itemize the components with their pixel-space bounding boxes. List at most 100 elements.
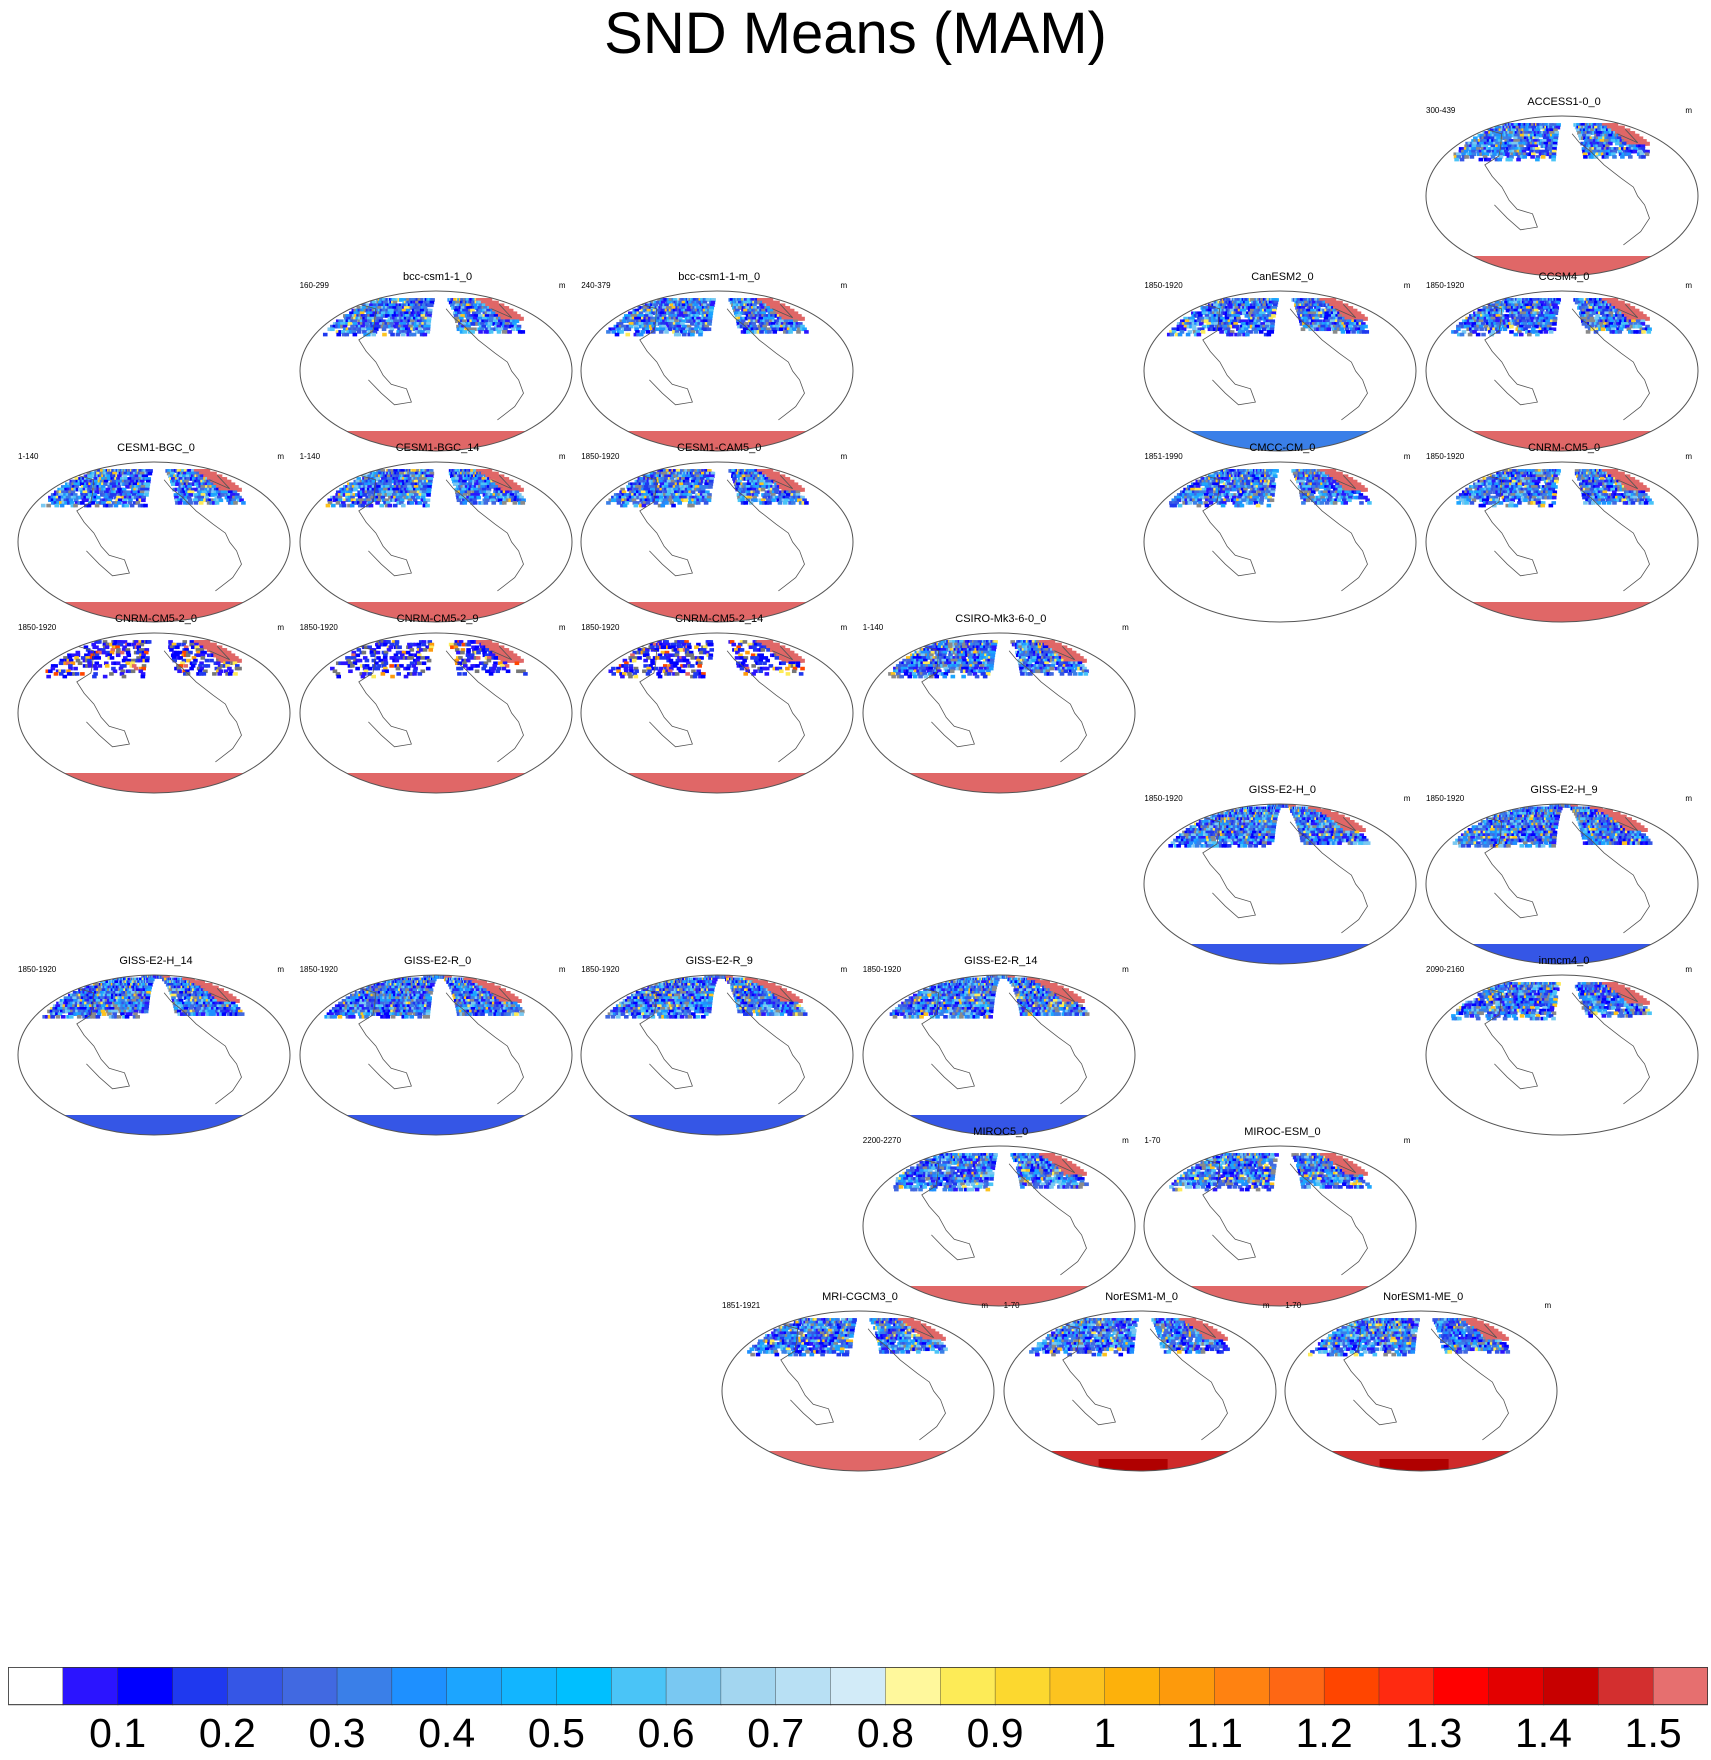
snow-cell (426, 493, 431, 497)
snow-cell (330, 327, 335, 331)
world-map (298, 289, 574, 453)
snow-cell (401, 504, 406, 508)
snow-cell (1645, 142, 1650, 146)
snow-cell (773, 330, 778, 334)
snow-cell (356, 330, 361, 334)
snow-cell (1633, 150, 1638, 154)
snow-cell (1604, 155, 1609, 159)
snow-cell (1641, 155, 1646, 159)
snow-cell (382, 333, 387, 337)
snow-cell (627, 327, 632, 331)
snow-cell (677, 333, 682, 337)
snow-cell (124, 504, 129, 508)
snow-cell (496, 330, 501, 334)
snow-cell (1460, 333, 1465, 337)
snow-cell (767, 330, 772, 334)
snow-cell (800, 317, 805, 321)
snow-cell (387, 504, 392, 508)
snow-cell (1646, 330, 1651, 334)
snow-cell (707, 327, 712, 331)
snow-cell (520, 330, 525, 334)
snow-cell (1628, 155, 1633, 159)
world-map (1142, 289, 1418, 453)
snow-cell (502, 501, 507, 505)
snow-cell (375, 501, 380, 505)
snow-cell (1178, 333, 1183, 337)
snow-cell (1496, 330, 1501, 334)
map-field (298, 469, 574, 624)
snow-cell (1615, 142, 1620, 146)
snow-cell (1549, 330, 1554, 334)
snow-cell (759, 330, 764, 334)
snow-cell (349, 504, 354, 508)
snow-cell (353, 488, 358, 492)
map-border (18, 462, 290, 622)
map-border (300, 462, 572, 622)
world-map (579, 289, 855, 453)
snow-cell (1454, 158, 1459, 162)
map-border (1144, 291, 1416, 451)
snow-cell (491, 501, 496, 505)
snow-cell (1516, 158, 1521, 162)
snow-cell (325, 504, 330, 508)
snow-cell (1617, 330, 1622, 334)
snow-cell (1544, 330, 1549, 334)
snow-cell (143, 504, 148, 508)
snow-cell (352, 333, 357, 337)
map-border (1426, 291, 1698, 451)
snow-cell (788, 330, 793, 334)
snow-cell (336, 333, 341, 337)
snow-cell (1509, 325, 1514, 329)
map-border (1426, 116, 1698, 276)
snow-cell (512, 501, 517, 505)
snow-cell (1245, 333, 1250, 337)
panel-title: CESM1-CAM5_0 (579, 442, 859, 454)
snow-cell (401, 333, 406, 337)
snow-cell (507, 330, 512, 334)
snow-cell (425, 504, 430, 508)
snow-cell (141, 498, 146, 502)
snow-cell (1509, 330, 1514, 334)
snow-cell (615, 333, 620, 337)
snow-cell (1352, 330, 1357, 334)
snow-cell (1519, 333, 1524, 337)
snow-cell (1508, 158, 1513, 162)
snow-cell (606, 330, 611, 334)
snow-cell (237, 488, 242, 492)
snow-cell (1527, 333, 1532, 337)
map-field (298, 298, 574, 453)
snow-cell (331, 504, 336, 508)
snow-cell (483, 501, 488, 505)
snow-cell (1220, 330, 1225, 334)
snow-cell (422, 333, 427, 337)
snow-cell (46, 504, 51, 508)
snow-cell (1497, 158, 1502, 162)
snow-cell (1365, 330, 1370, 334)
panel-title: ACCESS1-0_0 (1424, 96, 1704, 108)
snow-cell (518, 317, 523, 321)
snow-cell (1535, 333, 1540, 337)
snow-cell (1479, 327, 1484, 331)
snow-cell (417, 501, 422, 505)
snow-cell (1552, 322, 1557, 326)
snow-cell (690, 333, 695, 337)
snow-cell (80, 501, 85, 505)
snow-cell (626, 333, 631, 337)
panel-title: CESM1-BGC_0 (16, 442, 296, 454)
snow-cell (1341, 330, 1346, 334)
snow-cell (1514, 333, 1519, 337)
snow-cell (1267, 333, 1272, 337)
snow-cell (1522, 155, 1527, 159)
world-map (579, 460, 855, 624)
snow-cell (1301, 327, 1306, 331)
snow-cell (323, 333, 328, 337)
snow-cell (1541, 155, 1546, 159)
snow-cell (393, 504, 398, 508)
snow-cell (54, 504, 59, 508)
snow-cell (1229, 333, 1234, 337)
snow-cell (1583, 155, 1588, 159)
snow-cell (488, 330, 493, 334)
